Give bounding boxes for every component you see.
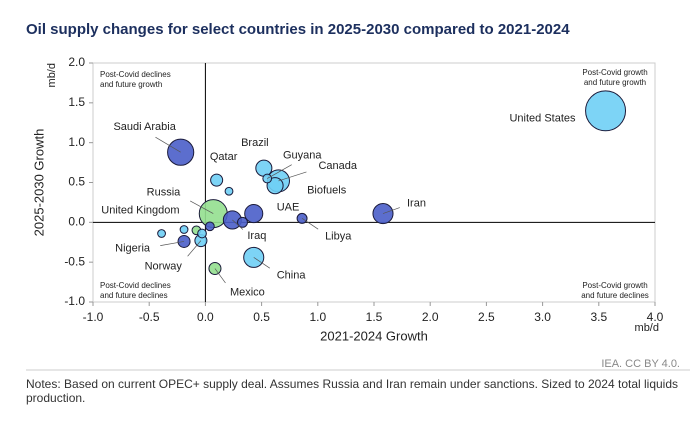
y-tick-label: 1.5 (68, 95, 85, 109)
quadrant-note: Post-Covid declines (100, 281, 171, 290)
notes: Notes: Based on current OPEC+ supply dea… (26, 377, 679, 405)
x-tick-label: 2.5 (478, 310, 495, 324)
bubble (255, 159, 273, 177)
bubble (179, 225, 189, 234)
point-label: Guyana (283, 149, 322, 161)
y-unit: mb/d (46, 63, 58, 87)
x-tick-label: 1.0 (309, 310, 326, 324)
chart-title: Oil supply changes for select countries … (26, 21, 570, 38)
quadrant-note: Post-Covid growth (582, 281, 647, 290)
x-tick-label: 3.5 (590, 310, 607, 324)
leader-line (155, 136, 181, 153)
point-label: UAE (277, 201, 300, 213)
bubble (210, 173, 224, 187)
x-tick-label: 1.5 (366, 310, 383, 324)
bubble (266, 177, 284, 195)
x-tick-label: 0.5 (253, 310, 270, 324)
point-label: Norway (145, 261, 183, 273)
point-label: Canada (318, 160, 357, 172)
x-tick-label: 0.0 (197, 310, 214, 324)
bubble (224, 186, 234, 196)
leader-line (190, 200, 214, 214)
quadrant-note: Post-Covid declines (100, 70, 171, 79)
bubble (197, 228, 207, 239)
point-label: Saudi Arabia (113, 121, 176, 133)
quadrant-note: and future growth (584, 78, 646, 87)
quadrant-note: and future growth (100, 80, 162, 89)
point-label: United Kingdom (101, 204, 179, 216)
bubble (157, 229, 166, 238)
point-label: Russia (147, 186, 182, 198)
x-unit: mb/d (635, 322, 659, 334)
point-label: Brazil (241, 137, 269, 149)
point-label: Nigeria (115, 242, 151, 254)
quadrant-note: and future declines (100, 291, 168, 300)
y-tick-label: 0.0 (68, 215, 85, 229)
y-tick-label: 0.5 (68, 175, 85, 189)
x-axis-title: 2021-2024 Growth (320, 328, 428, 343)
y-axis-title: 2025-2030 Growth (31, 129, 46, 237)
x-tick-label: -0.5 (139, 310, 160, 324)
quadrant-note: and future declines (581, 291, 649, 300)
point-label: China (277, 269, 307, 281)
y-tick-label: 2.0 (68, 55, 85, 69)
x-tick-label: 2.0 (422, 310, 439, 324)
quadrant-note: Post-Covid growth (582, 68, 647, 77)
leader-line (232, 219, 244, 230)
point-label: Iraq (247, 230, 266, 242)
y-tick-label: -1.0 (64, 294, 85, 308)
point-label: United States (509, 113, 576, 125)
leader-line (214, 268, 226, 284)
leader-line (382, 207, 400, 214)
point-label: Libya (325, 230, 352, 242)
leader-line (301, 218, 319, 230)
bubble (237, 216, 248, 228)
x-tick-label: -1.0 (83, 310, 104, 324)
bubble (205, 221, 215, 232)
leader-line (278, 171, 307, 182)
point-label: Iran (407, 197, 426, 209)
point-label: Mexico (230, 286, 265, 298)
y-tick-label: 1.0 (68, 135, 85, 149)
bubble (585, 90, 627, 132)
leader-line (160, 241, 185, 246)
leader-line (187, 240, 202, 257)
y-tick-label: -0.5 (64, 254, 85, 268)
x-tick-label: 3.0 (534, 310, 551, 324)
leader-line (253, 257, 271, 269)
x-tick-label: 4.0 (647, 310, 664, 324)
bubble (244, 204, 264, 224)
point-label: Qatar (210, 151, 238, 163)
point-label: Biofuels (307, 185, 347, 197)
leader-line (267, 164, 292, 179)
source: IEA. CC BY 4.0. (601, 358, 680, 370)
bubble (208, 262, 222, 276)
